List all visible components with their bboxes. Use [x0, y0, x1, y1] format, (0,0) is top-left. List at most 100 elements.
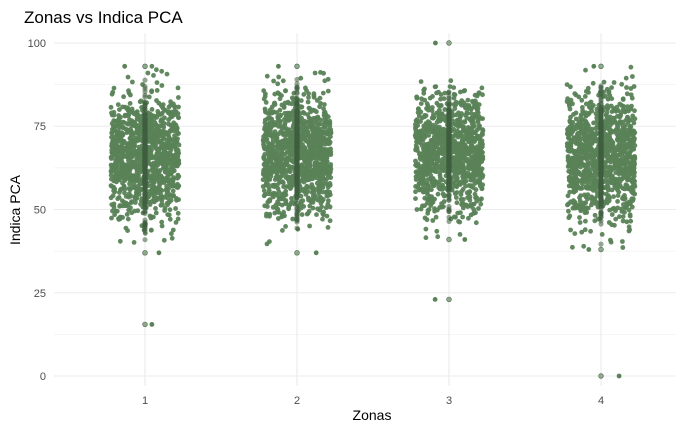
- data-point: [262, 152, 268, 157]
- data-point: [275, 90, 281, 96]
- data-point: [476, 151, 481, 156]
- center-point: [142, 190, 148, 196]
- data-point: [326, 137, 331, 142]
- data-point: [286, 137, 292, 143]
- data-point: [425, 189, 430, 195]
- data-point: [319, 204, 324, 210]
- data-point: [423, 235, 429, 241]
- data-point: [321, 70, 326, 76]
- data-point: [628, 218, 634, 224]
- data-point: [458, 101, 464, 107]
- data-point: [413, 196, 418, 202]
- data-point: [624, 91, 630, 97]
- data-point: [479, 85, 485, 91]
- data-point: [432, 149, 437, 155]
- data-point: [267, 213, 272, 219]
- data-point: [618, 159, 624, 165]
- data-point: [289, 101, 294, 107]
- data-point: [301, 188, 306, 194]
- data-point: [628, 86, 634, 91]
- data-point: [307, 203, 313, 209]
- data-point: [422, 114, 427, 120]
- data-point: [283, 88, 288, 94]
- data-point: [148, 119, 154, 125]
- data-point: [282, 213, 287, 219]
- data-point: [455, 124, 461, 129]
- data-point: [571, 112, 576, 117]
- data-point: [316, 134, 322, 140]
- data-point: [158, 173, 164, 179]
- data-point: [307, 106, 312, 111]
- outlier-point: [446, 296, 452, 303]
- data-point: [300, 174, 306, 179]
- data-point: [605, 171, 611, 177]
- data-point: [303, 137, 308, 143]
- data-point: [442, 156, 448, 161]
- data-point: [582, 144, 588, 150]
- data-point: [314, 175, 320, 181]
- data-point: [154, 126, 160, 132]
- data-point: [615, 205, 621, 211]
- data-point: [158, 118, 164, 124]
- data-point: [580, 117, 586, 123]
- data-point: [417, 187, 422, 193]
- data-point: [320, 90, 326, 96]
- data-point: [159, 156, 165, 162]
- data-point: [322, 141, 328, 147]
- data-point: [271, 101, 277, 106]
- outlier-point: [598, 373, 604, 379]
- data-point: [321, 147, 327, 153]
- data-point: [260, 177, 266, 183]
- data-point: [620, 218, 626, 224]
- data-point: [289, 95, 295, 101]
- data-point: [146, 94, 152, 100]
- data-point: [620, 119, 626, 125]
- data-point: [468, 110, 474, 116]
- data-point: [263, 100, 269, 105]
- data-point: [580, 128, 586, 134]
- data-point: [629, 170, 635, 175]
- data-point: [176, 197, 182, 203]
- data-point: [432, 125, 438, 131]
- data-point: [262, 145, 267, 151]
- data-point: [609, 118, 615, 123]
- data-point: [171, 101, 176, 107]
- center-point: [294, 114, 300, 120]
- data-point: [170, 138, 176, 144]
- data-point: [435, 207, 440, 213]
- center-point: [142, 128, 148, 134]
- data-point: [628, 154, 634, 160]
- data-point: [565, 193, 571, 199]
- data-point: [261, 88, 267, 94]
- data-point: [628, 201, 633, 207]
- data-point: [111, 85, 117, 91]
- data-point: [422, 145, 428, 151]
- data-point: [286, 205, 291, 211]
- data-point: [175, 172, 181, 178]
- data-point: [167, 216, 173, 222]
- data-point: [172, 157, 178, 163]
- data-point: [426, 133, 432, 138]
- outlier-point: [142, 63, 148, 70]
- data-point: [306, 133, 312, 138]
- data-point: [479, 186, 485, 192]
- data-point: [610, 173, 615, 179]
- data-point: [269, 143, 275, 149]
- data-point: [307, 223, 312, 229]
- data-point: [162, 147, 168, 153]
- data-point: [169, 231, 174, 237]
- data-point: [421, 87, 427, 93]
- data-point: [111, 201, 117, 207]
- data-point: [111, 184, 116, 190]
- data-point: [479, 175, 485, 180]
- data-point: [149, 63, 155, 69]
- data-point: [170, 162, 176, 167]
- data-point: [311, 168, 317, 174]
- data-point: [147, 127, 152, 133]
- data-point: [458, 197, 464, 202]
- data-point: [577, 215, 582, 220]
- data-point: [622, 193, 627, 198]
- data-point: [620, 133, 625, 139]
- data-point: [135, 137, 140, 143]
